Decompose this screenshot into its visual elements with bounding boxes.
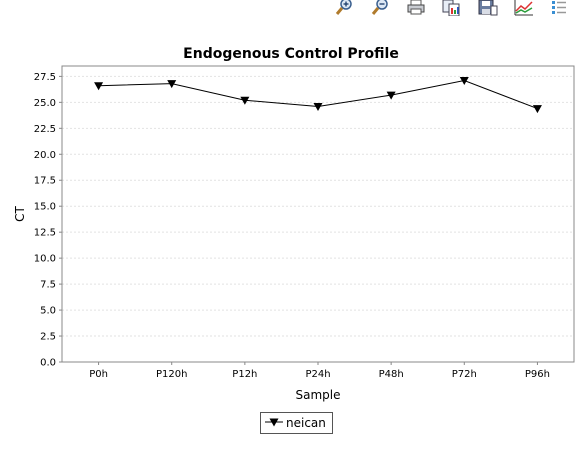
data-point — [313, 103, 323, 112]
data-point — [459, 77, 469, 86]
y-tick-label: 5.0 — [40, 306, 56, 317]
x-tick-label: P120h — [156, 369, 187, 380]
y-tick-label: 7.5 — [40, 280, 56, 291]
save-icon[interactable] — [476, 0, 498, 16]
data-point — [386, 91, 396, 100]
zoom-out-icon[interactable] — [368, 0, 390, 16]
x-tick-label: P48h — [379, 369, 404, 380]
y-tick-label: 22.5 — [34, 124, 56, 135]
y-tick-label: 2.5 — [40, 332, 56, 343]
x-tick-label: P72h — [452, 369, 477, 380]
y-tick-label: 20.0 — [34, 150, 56, 161]
legend: neican — [260, 412, 333, 434]
legend-marker-icon — [265, 418, 283, 427]
y-tick-label: 25.0 — [34, 98, 56, 109]
y-axis-ticks: 0.0 2.5 5.0 7.5 10.0 12.5 15.0 17.5 20.0 22.5 25.0… — [34, 72, 62, 369]
x-tick-label: P96h — [525, 369, 550, 380]
zoom-in-icon[interactable] — [332, 0, 354, 16]
data-point — [94, 82, 104, 91]
y-axis-label: CT — [13, 205, 27, 221]
x-axis-label: Sample — [296, 388, 341, 402]
x-tick-label: P24h — [305, 369, 330, 380]
chart-toolbar — [330, 0, 584, 18]
x-tick-label: P0h — [89, 369, 108, 380]
y-tick-label: 17.5 — [34, 176, 56, 187]
data-point — [532, 105, 542, 114]
y-tick-label: 27.5 — [34, 72, 56, 83]
data-point — [167, 80, 177, 89]
chart-properties-icon[interactable] — [512, 0, 534, 16]
data-point — [240, 96, 250, 105]
x-axis-ticks: P0h P120h P12h P24h P48h P72h P96h — [89, 362, 550, 380]
x-tick-label: P12h — [232, 369, 257, 380]
y-tick-label: 10.0 — [34, 254, 56, 265]
y-tick-label: 12.5 — [34, 228, 56, 239]
y-tick-label: 0.0 — [40, 358, 56, 369]
series-neican — [94, 77, 542, 114]
grid — [62, 75, 574, 363]
print-icon[interactable] — [405, 0, 427, 16]
chart-title: Endogenous Control Profile — [183, 46, 399, 62]
copy-icon[interactable] — [440, 0, 462, 16]
legend-label: neican — [286, 416, 326, 430]
y-tick-label: 15.0 — [34, 202, 56, 213]
list-icon[interactable] — [548, 0, 570, 16]
